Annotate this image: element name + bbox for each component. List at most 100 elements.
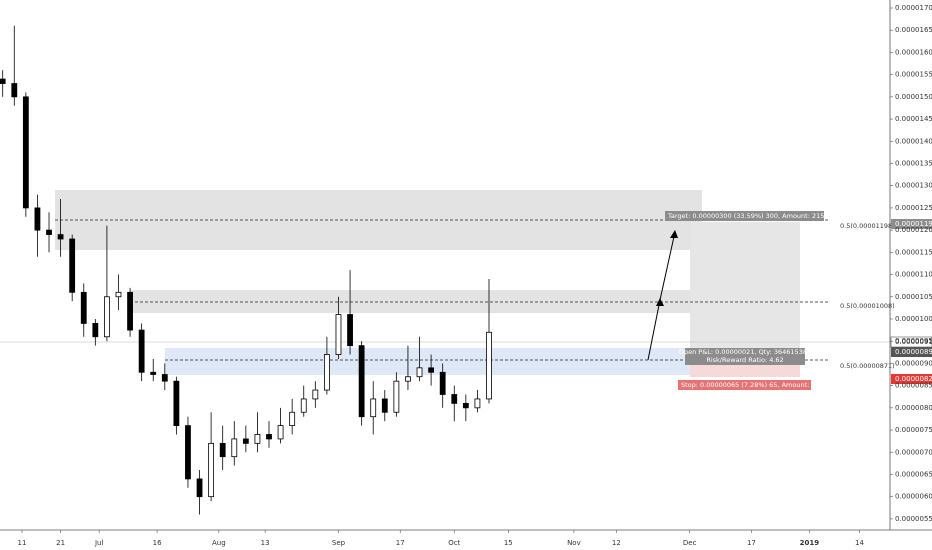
candle-body bbox=[150, 371, 157, 375]
candle-body bbox=[242, 438, 249, 444]
candle-body bbox=[196, 478, 203, 498]
candle-body bbox=[335, 314, 342, 355]
candles bbox=[0, 25, 492, 515]
x-tick-label: 16 bbox=[153, 539, 162, 547]
candle-body bbox=[439, 371, 446, 395]
candle-body bbox=[347, 314, 353, 347]
candle-body bbox=[416, 367, 423, 378]
candle-body bbox=[428, 367, 435, 373]
candle-body bbox=[393, 380, 400, 413]
candle-body bbox=[462, 402, 469, 409]
candle-body bbox=[173, 380, 180, 426]
drawings: 0.5(0.00001198) 0.5(0.00001008) 0.5(0.00… bbox=[0, 190, 895, 390]
candle-body bbox=[266, 434, 272, 440]
price-tag bbox=[891, 374, 932, 384]
x-tick-label: 14 bbox=[855, 539, 864, 547]
candle-body bbox=[219, 442, 226, 458]
candle-body bbox=[312, 389, 319, 400]
candle-body bbox=[358, 345, 365, 418]
pnl-label: Open P&L: 0.00000021, Qty: 364615384 bbox=[679, 348, 811, 356]
candle-body bbox=[231, 438, 238, 458]
candle-body bbox=[451, 394, 458, 404]
arrow-head bbox=[656, 298, 664, 306]
price-tag-text: 0.00001193 bbox=[895, 220, 932, 228]
x-tick-label: 21 bbox=[56, 539, 65, 547]
candle-body bbox=[34, 207, 41, 231]
x-tick-label: Nov bbox=[567, 539, 581, 547]
x-tick-label: 2019 bbox=[800, 539, 820, 547]
candle-body bbox=[323, 354, 330, 391]
price-labels: 0.00001193 0.00000914 0.00000893 0.00000… bbox=[890, 219, 932, 384]
candle-body bbox=[11, 83, 18, 98]
pnl-box bbox=[685, 348, 805, 365]
candle-body bbox=[277, 425, 284, 440]
candle-body bbox=[254, 434, 261, 444]
candle-body bbox=[405, 376, 411, 382]
candle-body bbox=[46, 229, 52, 235]
x-tick-label: 11 bbox=[18, 539, 27, 547]
candle-body bbox=[185, 425, 191, 480]
candle-body bbox=[92, 323, 99, 338]
candle-body bbox=[289, 411, 296, 426]
candle-body bbox=[80, 291, 87, 324]
candle-body bbox=[474, 398, 481, 409]
price-tag bbox=[891, 347, 932, 357]
x-tick-label: Oct bbox=[448, 539, 460, 547]
x-tick-label: 13 bbox=[261, 539, 270, 547]
price-tag-text: 0.00000828 bbox=[895, 375, 932, 383]
price-tag-text: 0.00000893 bbox=[895, 348, 932, 356]
stop-label: Stop: 0.00000065 (7.28%) 65, Amount: 750 bbox=[681, 381, 824, 389]
fib-label: 0.5(0.00000871) bbox=[840, 362, 895, 370]
price-tag-text: 0.00000914 bbox=[895, 338, 932, 346]
candle-body bbox=[0, 78, 6, 84]
candle-body bbox=[486, 331, 492, 400]
candle-body bbox=[370, 398, 377, 418]
candle-body bbox=[104, 296, 110, 338]
x-tick-label: Jul bbox=[94, 539, 104, 547]
candle-body bbox=[300, 398, 307, 413]
price-tag bbox=[891, 219, 932, 229]
target-label: Target: 0.00000300 (33.59%) 300, Amount:… bbox=[667, 212, 839, 220]
fib-label: 0.5(0.00001008) bbox=[840, 302, 895, 310]
stop-box bbox=[678, 380, 811, 390]
x-tick-label: 17 bbox=[747, 539, 756, 547]
candle-body bbox=[161, 374, 168, 382]
candle-body bbox=[127, 291, 133, 331]
candle-body bbox=[57, 234, 64, 240]
candle-body bbox=[22, 96, 29, 209]
fib-label: 0.5(0.00001198) bbox=[840, 222, 895, 230]
x-tick-label: 17 bbox=[396, 539, 405, 547]
candle-body bbox=[208, 442, 215, 498]
candle-body bbox=[115, 291, 122, 298]
x-tick-label: 15 bbox=[504, 539, 513, 547]
x-tick-label: Aug bbox=[212, 539, 226, 547]
y-tick-label: 0.00000550 bbox=[895, 515, 932, 523]
x-tick-label: 12 bbox=[612, 539, 621, 547]
arrow-head bbox=[670, 230, 678, 238]
zone-mid bbox=[130, 290, 702, 313]
candle-body bbox=[381, 398, 388, 413]
candle-body bbox=[69, 238, 76, 293]
